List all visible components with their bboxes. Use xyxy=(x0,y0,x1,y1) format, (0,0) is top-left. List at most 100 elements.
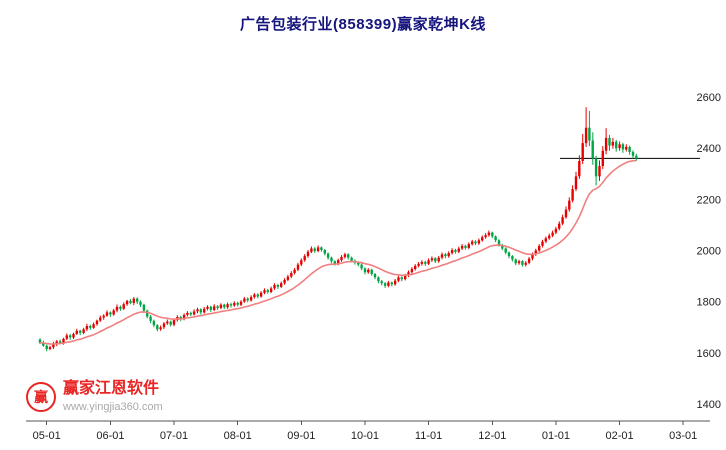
candle-body xyxy=(186,312,189,315)
candle-body xyxy=(216,306,219,309)
candle-body xyxy=(373,274,377,278)
candle-body xyxy=(189,312,192,315)
y-tick-label: 1600 xyxy=(697,348,721,360)
candle-body xyxy=(427,260,430,264)
candle-body xyxy=(621,144,625,150)
candle-body xyxy=(52,344,55,348)
brand-logo-char: 赢 xyxy=(34,388,48,405)
candle-body xyxy=(306,251,310,257)
candle-body xyxy=(112,310,115,315)
ma-line xyxy=(39,159,637,345)
candle-body xyxy=(326,253,330,258)
candle-body xyxy=(414,265,417,269)
candle-body xyxy=(330,257,333,262)
x-tick-label: 12-01 xyxy=(478,430,506,442)
candle-body xyxy=(109,312,112,315)
candle-body xyxy=(434,258,437,262)
candle-body xyxy=(444,254,447,257)
candle-body xyxy=(280,283,283,287)
candle-body xyxy=(115,306,119,311)
candle-body xyxy=(253,294,256,298)
brand-name: 赢家江恩软件 xyxy=(63,380,160,397)
x-tick-label: 09-01 xyxy=(287,430,315,442)
candle-body xyxy=(474,241,477,244)
candle-body xyxy=(501,244,504,249)
candle-body xyxy=(450,250,454,254)
candle-body xyxy=(226,304,229,308)
candle-body xyxy=(229,304,233,306)
candle-body xyxy=(62,338,65,344)
candle-body xyxy=(390,282,393,285)
candle-body xyxy=(320,247,323,250)
candle-body xyxy=(213,306,216,310)
candle-body xyxy=(263,290,266,293)
x-tick-label: 05-01 xyxy=(33,430,61,442)
candle-body xyxy=(631,152,635,156)
candle-body xyxy=(507,252,511,257)
candle-body xyxy=(383,283,387,286)
candle-body xyxy=(357,262,360,265)
candle-body xyxy=(192,311,196,315)
y-tick-label: 2000 xyxy=(697,246,721,258)
candle-body xyxy=(125,300,129,305)
candle-body xyxy=(404,275,407,280)
candle-body xyxy=(604,137,608,151)
candle-body xyxy=(467,244,470,248)
candle-body xyxy=(635,155,638,159)
candle-body xyxy=(618,144,621,149)
candle-body xyxy=(440,254,444,258)
watermark-text: 赢家江恩软件 www.yingjia360.com xyxy=(63,379,163,414)
candle-body xyxy=(561,217,564,224)
candle-body xyxy=(269,288,273,292)
candle-body xyxy=(477,240,481,244)
candle-body xyxy=(293,269,296,273)
candle-body xyxy=(548,235,551,239)
candle-body xyxy=(119,306,122,309)
candle-body xyxy=(410,268,414,273)
candle-body xyxy=(203,308,206,313)
candle-body xyxy=(340,256,343,261)
candle-body xyxy=(407,272,410,276)
candle-body xyxy=(286,276,290,280)
candle-body xyxy=(323,250,326,254)
candle-body xyxy=(243,298,246,302)
candle-body xyxy=(420,262,424,264)
candle-body xyxy=(534,250,537,255)
candle-body xyxy=(601,150,604,166)
candle-body xyxy=(544,238,547,242)
candle-body xyxy=(149,316,152,321)
x-tick-label: 03-01 xyxy=(669,430,697,442)
candle-body xyxy=(102,315,105,318)
candle-body xyxy=(313,248,316,252)
candle-body xyxy=(129,300,132,303)
candle-body xyxy=(625,146,628,150)
candle-body xyxy=(481,237,484,241)
candle-body xyxy=(209,306,213,310)
candle-body xyxy=(471,241,474,245)
candle-body xyxy=(82,329,85,333)
x-axis-labels: 05-01 06-01 07-01 08-01 09-01 10-01 11-01 12-01… xyxy=(33,421,697,442)
candle-body xyxy=(162,323,166,328)
candle-body xyxy=(303,256,306,261)
candle-body xyxy=(484,235,487,238)
candle-body xyxy=(460,245,464,249)
x-tick-label: 11-01 xyxy=(415,430,442,442)
candle-body xyxy=(571,189,574,201)
candle-body xyxy=(159,327,162,330)
candle-body xyxy=(105,312,109,316)
candle-body xyxy=(360,264,363,269)
x-tick-label: 08-01 xyxy=(224,430,252,442)
candle-body xyxy=(136,298,139,302)
candle-body xyxy=(387,282,390,286)
candle-body xyxy=(504,248,507,253)
candle-body xyxy=(424,262,427,264)
candle-body xyxy=(457,248,460,252)
candle-body xyxy=(236,302,239,305)
candle-body xyxy=(95,320,99,325)
candle-body xyxy=(89,326,92,328)
candle-body xyxy=(454,250,457,252)
candle-body xyxy=(514,259,517,264)
watermark: 赢 赢家江恩软件 www.yingjia360.com xyxy=(26,379,163,414)
